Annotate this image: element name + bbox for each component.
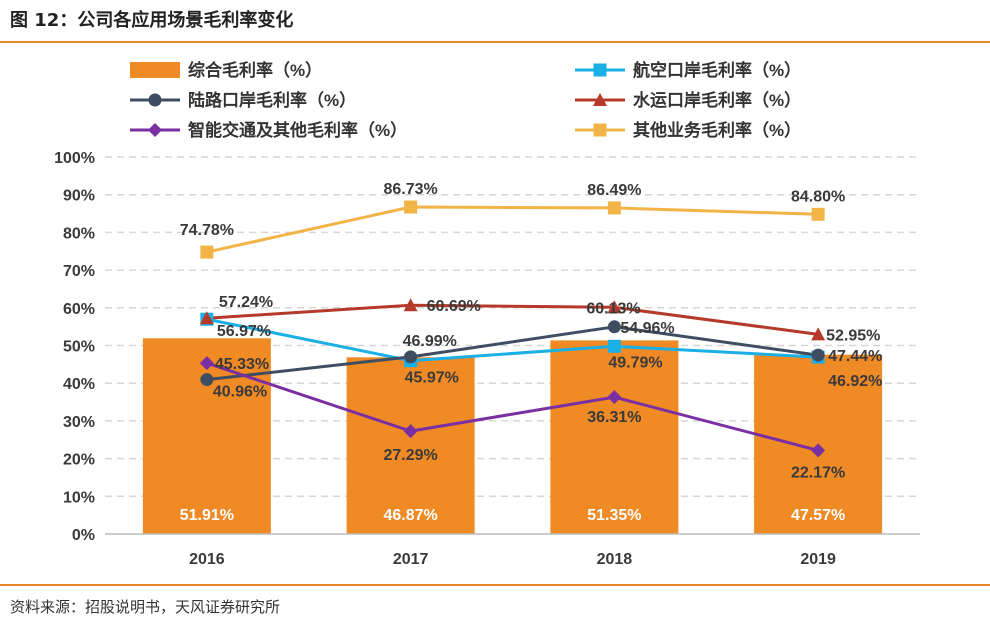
data-label-water_port: 57.24% [219,294,273,311]
legend-item: 陆路口岸毛利率（%） [130,90,356,110]
marker-land_port-2017 [404,350,418,364]
data-label-water_port: 52.95% [826,327,880,344]
legend-item: 其他业务毛利率（%） [575,120,801,140]
data-label-smart_transport: 45.33% [215,356,269,373]
top-rule [0,41,990,43]
source-note: 资料来源：招股说明书，天风证券研究所 [10,598,281,616]
x-tick-label: 2018 [597,551,633,568]
y-tick-label: 100% [54,150,95,167]
line-series [206,205,819,452]
data-label-airport: 49.79% [608,354,662,371]
data-label-land_port: 47.44% [828,348,882,365]
data-label-water_port: 60.69% [427,298,481,315]
y-axis-ticks: 0% 10% 20% 30% 40% 50% 60% 70% 80% 90% 100% [54,150,95,544]
marker-smart_transport-2017 [403,424,418,439]
bar-value-label: 51.35% [587,507,641,524]
marker-land_port-2018 [607,320,621,334]
legend-label: 航空口岸毛利率（%） [633,60,801,80]
legend-item: 水运口岸毛利率（%） [575,90,801,110]
y-tick-label: 60% [63,301,95,318]
x-axis-ticks: 2016 2017 2018 2019 [189,551,836,568]
legend: 综合毛利率（%） 航空口岸毛利率（%） 陆路口岸毛利率（%） 水运口岸毛利率（%） 智能… [130,60,801,140]
y-tick-label: 40% [63,376,95,393]
line-markers [199,200,826,458]
marker-smart_transport-2018 [607,390,622,405]
data-label-land_port: 46.99% [403,333,457,350]
line-smart_transport [206,361,819,452]
y-tick-label: 10% [63,489,95,506]
line-land_port [206,325,819,382]
figure-title: 图 12：公司各应用场景毛利率变化 [10,10,294,31]
bottom-rule [0,584,990,586]
legend-swatch-marker [148,123,162,137]
data-label-airport: 46.92% [828,373,882,390]
bar-2018 [550,340,679,534]
legend-swatch-marker [593,123,607,137]
data-label-other: 86.49% [587,182,641,199]
marker-other-2019 [811,207,825,221]
line-other [206,205,819,254]
y-tick-label: 50% [63,339,95,356]
y-tick-label: 0% [72,527,95,544]
data-label-smart_transport: 36.31% [587,409,641,426]
bar-value-label: 46.87% [383,507,437,524]
y-tick-label: 20% [63,452,95,469]
data-label-land_port: 54.96% [620,320,674,337]
marker-water_port-2018 [607,300,622,314]
marker-water_port-2017 [403,298,418,312]
legend-item: 航空口岸毛利率（%） [575,60,801,80]
data-label-airport: 45.97% [405,370,459,387]
legend-swatch-bar [130,62,180,78]
marker-land_port-2019 [811,348,825,362]
x-tick-label: 2019 [800,551,836,568]
data-labels: 51.91% 46.87% 51.35% 47.57% 56.97% 45.97% 49.7… [180,181,883,524]
y-tick-label: 30% [63,414,95,431]
x-tick-label: 2017 [393,551,429,568]
marker-other-2018 [607,201,621,215]
marker-water_port-2019 [811,327,826,341]
bar-2016 [142,338,271,534]
legend-item: 综合毛利率（%） [130,60,322,80]
y-tick-label: 80% [63,225,95,242]
marker-other-2016 [200,245,214,259]
data-label-other: 74.78% [180,222,234,239]
y-tick-label: 90% [63,188,95,205]
legend-label: 其他业务毛利率（%） [633,120,801,140]
marker-other-2017 [404,200,418,214]
gross-margin-chart: 0%10%20%30%40%50%60%70%80%90%100% 2016 20… [54,60,920,568]
marker-smart_transport-2016 [199,356,214,371]
bar-value-label: 51.91% [180,507,234,524]
marker-water_port-2016 [199,311,214,325]
marker-land_port-2016 [200,373,214,387]
legend-swatch-marker [593,93,607,106]
data-label-other: 84.80% [791,188,845,205]
data-label-smart_transport: 27.29% [383,447,437,464]
marker-airport-2018 [607,339,621,353]
data-label-land_port: 40.96% [213,384,267,401]
bar-value-label: 47.57% [791,507,845,524]
line-airport [206,317,819,363]
x-tick-label: 2016 [189,551,225,568]
data-label-water_port: 60.13% [586,300,640,317]
line-water_port [206,303,819,336]
legend-swatch-marker [593,63,607,77]
legend-label: 水运口岸毛利率（%） [633,90,801,110]
legend-item: 智能交通及其他毛利率（%） [130,120,407,140]
bar-2017 [346,357,475,534]
data-label-smart_transport: 22.17% [791,464,845,481]
data-label-other: 86.73% [383,181,437,198]
marker-smart_transport-2019 [811,443,826,458]
legend-label: 综合毛利率（%） [188,60,322,80]
data-label-airport: 56.97% [217,323,271,340]
legend-label: 智能交通及其他毛利率（%） [188,120,407,140]
legend-label: 陆路口岸毛利率（%） [188,90,356,110]
y-tick-label: 70% [63,263,95,280]
legend-swatch-marker [148,93,162,107]
